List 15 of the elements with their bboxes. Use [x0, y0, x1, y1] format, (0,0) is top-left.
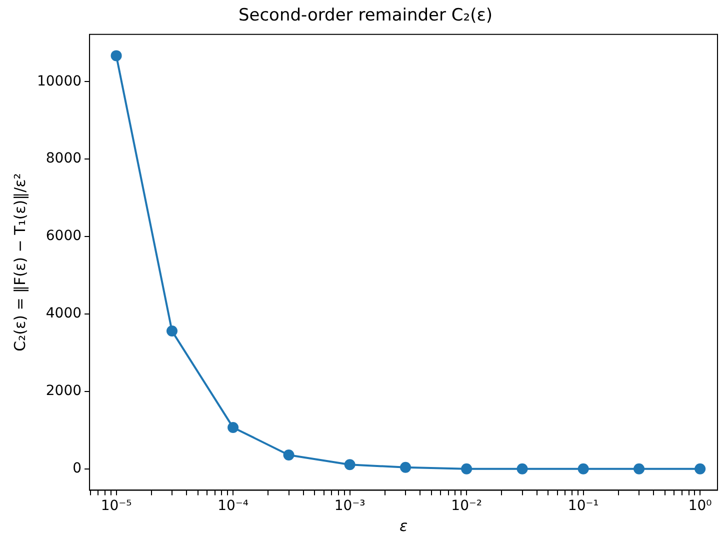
x-tick-label: 10⁻¹: [568, 498, 599, 514]
x-tick-label: 10⁻⁵: [100, 498, 132, 514]
x-tick-label: 10⁻³: [334, 498, 366, 514]
x-tick-label: 10⁻⁴: [218, 498, 249, 514]
chart-title: Second-order remainder C₂(ε): [238, 6, 493, 26]
y-tick-label: 2000: [46, 383, 82, 400]
y-tick-label: 0: [72, 460, 82, 477]
y-tick-label: 10000: [36, 73, 82, 90]
x-axis-title: ε: [399, 516, 408, 535]
y-axis-title: C₂(ε) = ‖F(ε) − T₁(ε)‖/ε²: [10, 173, 29, 352]
y-tick-label: 4000: [46, 306, 82, 322]
x-tick-label: 10⁻²: [451, 498, 482, 514]
y-tick-label: 6000: [46, 228, 82, 244]
y-tick-label: 8000: [46, 150, 82, 167]
x-tick-label: 10⁰: [688, 498, 712, 514]
